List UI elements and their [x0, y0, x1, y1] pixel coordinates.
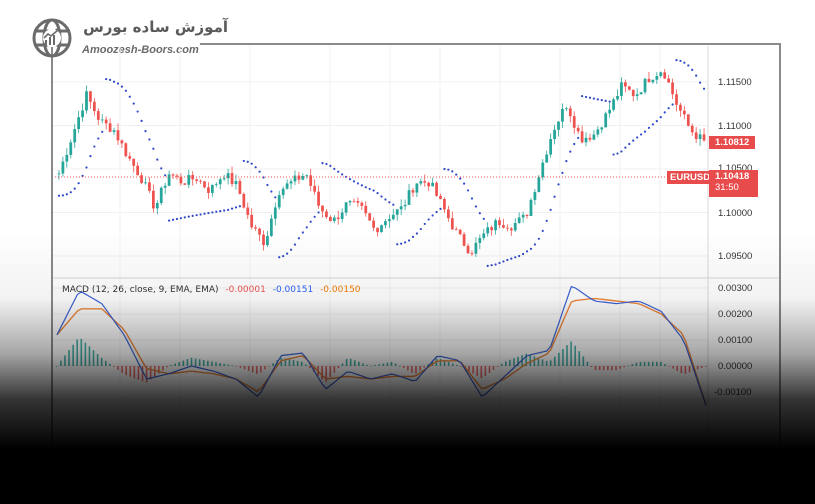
last-price-badge: 1.10812 [709, 136, 756, 149]
current-price-value: 1.10418 [715, 171, 750, 182]
macd-axis-label: 0.00200 [718, 309, 753, 320]
macd-line [56, 285, 707, 406]
macd-signal-value: -0.00150 [320, 285, 361, 295]
bar-countdown: 31:50 [715, 182, 739, 193]
macd-value: -0.00151 [272, 285, 314, 295]
candlestick-series [57, 69, 706, 257]
macd-axis-label: 0.00300 [718, 283, 753, 294]
macd-title: MACD (12, 26, close, 9, EMA, EMA) [62, 285, 219, 295]
price-axis-label: 1.11500 [718, 77, 752, 88]
price-axis-label: 1.10500 [718, 163, 753, 174]
frame-top-border [200, 43, 781, 45]
brand-logo[interactable]: آموزش ساده بورس Amoozesh-Boors.com [30, 14, 228, 62]
macd-histogram-value: -0.00001 [225, 285, 266, 295]
parabolic-sar-dots [57, 59, 706, 267]
price-axis-label: 1.09500 [718, 251, 753, 262]
macd-axis-label: 0.00100 [718, 335, 753, 346]
price-axis-label: 1.10000 [718, 208, 753, 219]
globe-chart-icon [32, 18, 72, 58]
price-axis-label: 1.11000 [718, 121, 752, 132]
symbol-badge[interactable]: EURUSD [667, 171, 714, 184]
macd-legend[interactable]: MACD (12, 26, close, 9, EMA, EMA) -0.000… [62, 285, 365, 295]
current-price-badge: 1.10418 31:50 [709, 170, 758, 197]
macd-signal-line [56, 297, 707, 406]
macd-axis-label: -0.00100 [714, 387, 752, 398]
brand-title-fa: آموزش ساده بورس [83, 18, 228, 36]
brand-website: Amoozesh-Boors.com [82, 44, 199, 56]
macd-axis-label: 0.00000 [718, 361, 753, 372]
